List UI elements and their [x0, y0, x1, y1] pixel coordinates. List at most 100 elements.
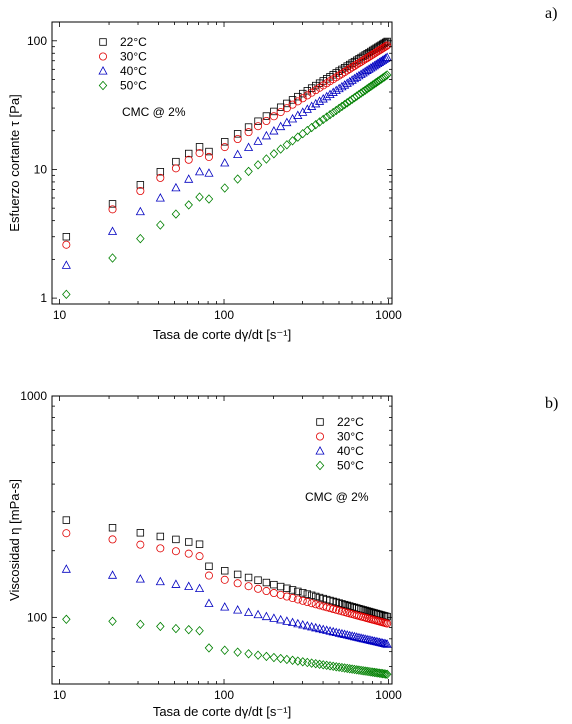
data-point [343, 608, 352, 617]
data-point [364, 82, 374, 93]
data-point [136, 181, 145, 189]
data-point [288, 136, 297, 146]
data-point [303, 590, 312, 598]
data-point [352, 72, 362, 81]
data-point [276, 653, 285, 664]
data-point [345, 76, 355, 86]
data-point [276, 108, 285, 117]
data-point [368, 80, 377, 90]
data-point [307, 621, 317, 631]
legend-marker [98, 80, 108, 91]
data-point [342, 98, 352, 108]
data-point [254, 576, 262, 584]
data-point [262, 112, 271, 120]
data-point [366, 667, 376, 677]
data-point [262, 651, 271, 662]
data-point [340, 99, 349, 110]
data-point [233, 570, 242, 579]
data-point [276, 590, 285, 599]
data-point [184, 200, 193, 210]
data-point [362, 84, 372, 94]
data-point [340, 663, 349, 673]
data-point [205, 147, 213, 156]
data-point [184, 155, 193, 164]
data-point [381, 53, 391, 62]
data-point [315, 96, 325, 105]
data-point [220, 645, 229, 655]
data-point [220, 157, 230, 167]
data-point [108, 616, 117, 626]
data-point [107, 570, 118, 579]
data-point [381, 669, 390, 679]
chart-a: a) 10 100 1000 1 10 100 Tasa de corte dγ/dt [… [7, 5, 557, 342]
data-point [244, 123, 253, 131]
data-point [307, 591, 316, 600]
data-point [342, 630, 352, 639]
data-point [364, 666, 374, 677]
data-point [269, 613, 279, 622]
x-tick-label: 1000 [375, 308, 402, 322]
data-point [282, 616, 292, 625]
data-point [282, 592, 291, 601]
data-point [136, 233, 145, 244]
data-point [298, 129, 307, 139]
data-point [205, 562, 213, 571]
y-tick-label: 1000 [20, 389, 47, 403]
data-point [360, 85, 370, 95]
data-point [220, 183, 229, 193]
data-point [220, 143, 229, 152]
data-point [331, 662, 341, 672]
data-point [347, 75, 357, 84]
data-point [172, 535, 180, 544]
data-point [156, 544, 165, 553]
data-point [262, 587, 271, 596]
legend-label: 40°C [120, 64, 147, 78]
data-point [243, 142, 254, 151]
legend-marker [99, 38, 107, 46]
data-point [340, 629, 350, 638]
data-point [155, 576, 165, 586]
data-point [283, 584, 291, 593]
legend-label: 30°C [120, 50, 147, 64]
data-point [136, 619, 145, 630]
data-point [233, 605, 243, 614]
data-point [276, 103, 285, 111]
data-point [221, 567, 229, 575]
data-point [322, 91, 332, 101]
data-point [293, 618, 303, 628]
data-point [382, 70, 392, 80]
data-point [370, 79, 379, 89]
legend-label: 40°C [337, 444, 364, 458]
data-point [352, 632, 362, 641]
data-point [357, 53, 365, 62]
data-point [204, 168, 214, 177]
data-point [62, 614, 71, 625]
x-axis-label-a: Tasa de corte dγ/dt [s⁻¹] [153, 327, 291, 342]
data-point [288, 586, 297, 594]
data-point [204, 571, 213, 580]
data-point [282, 104, 291, 113]
data-point [62, 233, 71, 241]
data-point [270, 580, 278, 589]
data-point [298, 596, 307, 605]
data-point [171, 164, 180, 173]
legend-b: 22°C30°C40°C50°C [315, 415, 364, 473]
data-point [311, 119, 320, 130]
data-point [233, 130, 242, 138]
data-point [220, 602, 230, 611]
panel-label-a: a) [545, 5, 557, 22]
data-point [62, 529, 71, 538]
legend-label: 22°C [337, 415, 364, 429]
data-point [350, 61, 359, 70]
data-point [328, 626, 338, 636]
data-point [282, 654, 292, 665]
y-axis-label-a: Esfuerzo cortante τ [Pa] [7, 94, 22, 231]
data-point [184, 581, 194, 590]
data-point [62, 516, 71, 524]
data-point [302, 104, 312, 113]
data-point [331, 627, 341, 637]
data-point [293, 595, 302, 604]
data-point [302, 620, 312, 630]
data-point [360, 666, 370, 676]
data-point [352, 60, 361, 69]
